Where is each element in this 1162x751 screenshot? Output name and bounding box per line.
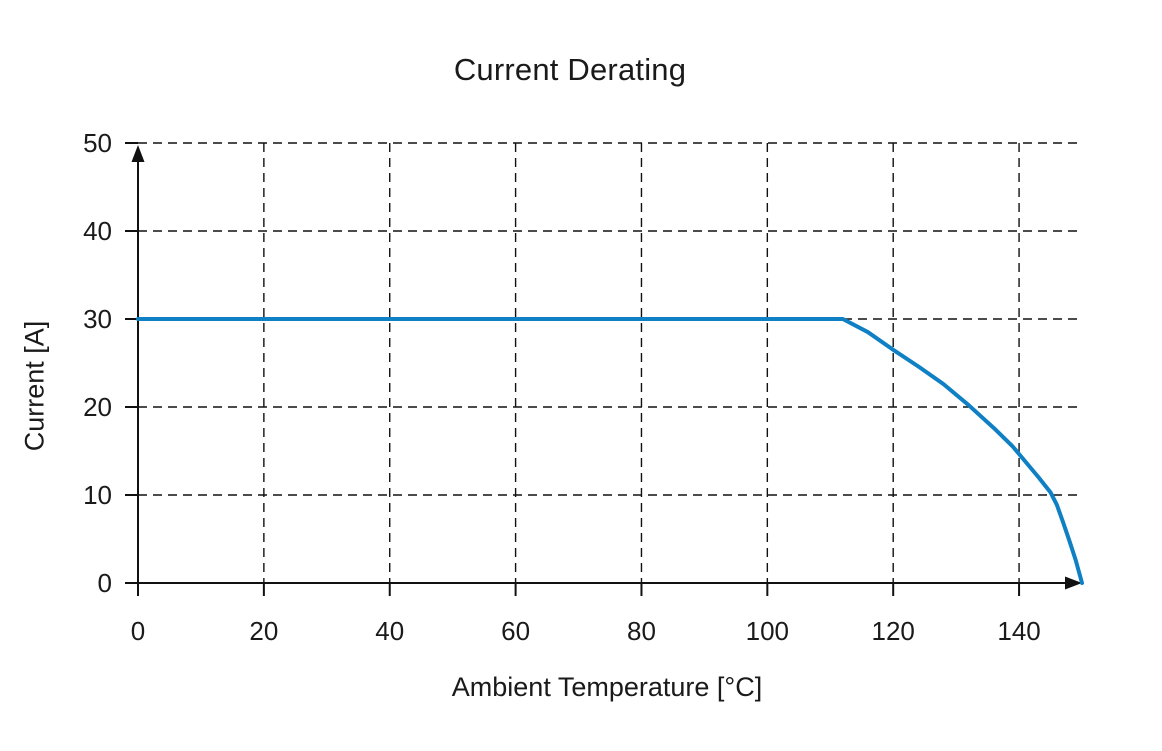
x-tick-label: 20	[249, 616, 278, 646]
x-axis-title: Ambient Temperature [°C]	[451, 672, 763, 702]
y-tick-label: 40	[83, 216, 112, 246]
y-tick-label: 0	[98, 568, 112, 598]
x-tick-label: 80	[627, 616, 656, 646]
x-axis-arrow	[1065, 576, 1082, 590]
x-tick-label: 140	[997, 616, 1040, 646]
x-tick-label: 0	[131, 616, 145, 646]
x-tick-label: 60	[501, 616, 530, 646]
x-tick-label: 100	[746, 616, 789, 646]
chart-title: Current Derating	[453, 52, 687, 87]
y-tick-label: 30	[83, 304, 112, 334]
y-tick-label: 50	[83, 128, 112, 158]
y-axis-arrow	[131, 145, 145, 162]
y-tick-label: 10	[83, 480, 112, 510]
y-tick-label: 20	[83, 392, 112, 422]
derating-curve	[136, 317, 1084, 585]
x-tick-label: 120	[872, 616, 915, 646]
x-tick-label: 40	[375, 616, 404, 646]
